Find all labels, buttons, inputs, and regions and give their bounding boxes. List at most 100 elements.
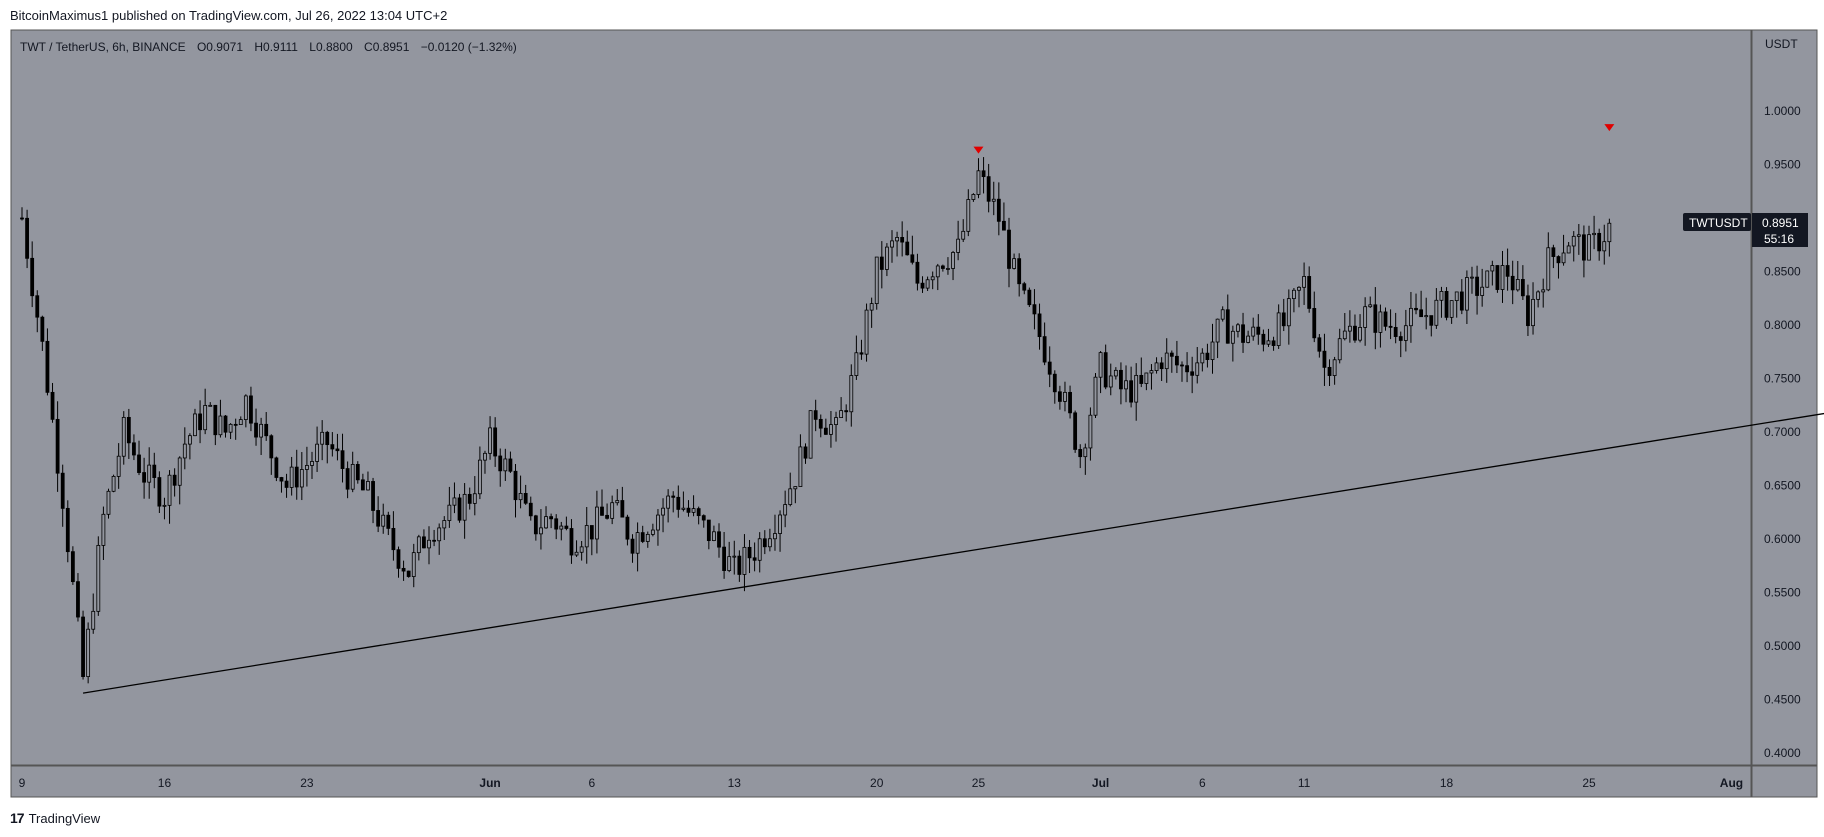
candle	[116, 443, 121, 489]
candle	[767, 528, 772, 552]
candle	[1225, 294, 1230, 344]
price-axis-unit: USDT	[1765, 37, 1798, 51]
candle-body	[35, 295, 40, 318]
candle	[732, 540, 737, 575]
candle-body	[422, 536, 426, 549]
candle	[1037, 303, 1042, 350]
candle	[411, 543, 416, 588]
plot-area[interactable]	[10, 29, 1752, 766]
candle	[605, 503, 609, 520]
candle-body	[101, 513, 106, 546]
candle	[1220, 306, 1225, 322]
candle-body	[335, 448, 340, 452]
candle	[1292, 287, 1296, 313]
candle	[1022, 281, 1027, 295]
candle-body	[900, 237, 905, 243]
candle	[1342, 313, 1347, 341]
candle	[1312, 291, 1317, 343]
candle	[442, 516, 447, 541]
candle-body	[1556, 256, 1561, 264]
candle	[803, 443, 808, 464]
candle-body	[1113, 369, 1118, 377]
candle-body	[1419, 309, 1424, 318]
candle-body	[162, 504, 167, 507]
candle	[1149, 364, 1154, 390]
candle-body	[1098, 352, 1103, 378]
candle-body	[457, 497, 462, 521]
candle	[1526, 284, 1530, 336]
candle-body	[956, 238, 961, 253]
candle	[76, 573, 80, 622]
candle	[106, 488, 111, 519]
candle	[1241, 312, 1245, 353]
candle	[350, 451, 355, 493]
candle	[96, 536, 101, 616]
candle	[111, 474, 116, 493]
candle	[45, 328, 50, 396]
candle-body	[264, 423, 269, 437]
candle	[1256, 314, 1261, 345]
candle	[620, 486, 625, 518]
candle	[818, 414, 823, 438]
candle-body	[1007, 229, 1011, 269]
candle	[798, 434, 803, 487]
candle	[1317, 334, 1322, 358]
candle-body	[549, 516, 554, 520]
candle-body	[737, 555, 742, 575]
candle-body	[25, 217, 29, 259]
candle-body	[1571, 235, 1576, 247]
candle	[1480, 268, 1485, 307]
candle-body	[1526, 295, 1530, 327]
candle-body	[569, 528, 574, 556]
candle	[1393, 312, 1398, 344]
tradingview-logo[interactable]: 17 TradingView	[10, 810, 100, 826]
candle	[477, 446, 482, 500]
candle-body	[656, 514, 660, 531]
candle-body	[579, 546, 584, 553]
candle-body	[513, 470, 518, 501]
candle-body	[167, 474, 172, 506]
candle-body	[640, 532, 645, 542]
support-trendline[interactable]	[82, 389, 1824, 694]
candle	[1134, 363, 1139, 421]
candle-body	[305, 465, 309, 470]
candle	[1286, 289, 1291, 345]
candle-body	[920, 282, 925, 289]
candle-body	[1541, 289, 1546, 293]
candle-body	[1027, 289, 1032, 306]
candle-body	[182, 443, 187, 459]
candle	[951, 250, 955, 281]
candle-body	[554, 518, 559, 530]
candle	[1378, 304, 1383, 348]
candle-body	[559, 525, 564, 530]
candle-body	[137, 454, 141, 473]
candle-body	[1124, 380, 1128, 390]
candle	[1108, 363, 1113, 396]
candle	[1215, 318, 1220, 359]
candle	[671, 491, 676, 513]
candle-body	[834, 417, 838, 426]
candle-body	[1434, 299, 1439, 326]
candle-body	[625, 516, 630, 540]
candle	[55, 401, 60, 492]
candle	[808, 410, 813, 459]
candle	[645, 531, 650, 548]
candle-body	[1485, 270, 1490, 288]
candle	[1424, 297, 1429, 330]
time-axis-panel[interactable]	[10, 765, 1752, 798]
candle-body	[396, 549, 401, 569]
candle	[976, 158, 981, 199]
price-axis-panel[interactable]	[1751, 29, 1818, 766]
candle	[137, 440, 141, 476]
candle-body	[218, 415, 223, 436]
time-tick-label: 25	[972, 776, 986, 790]
candle	[574, 540, 579, 557]
candle-body	[1281, 312, 1286, 327]
candle	[925, 276, 930, 291]
candle-body	[808, 410, 813, 459]
candle	[1261, 329, 1266, 352]
candle-body	[1439, 290, 1444, 301]
time-tick-label: Jul	[1092, 776, 1109, 790]
candle-body	[661, 507, 665, 516]
